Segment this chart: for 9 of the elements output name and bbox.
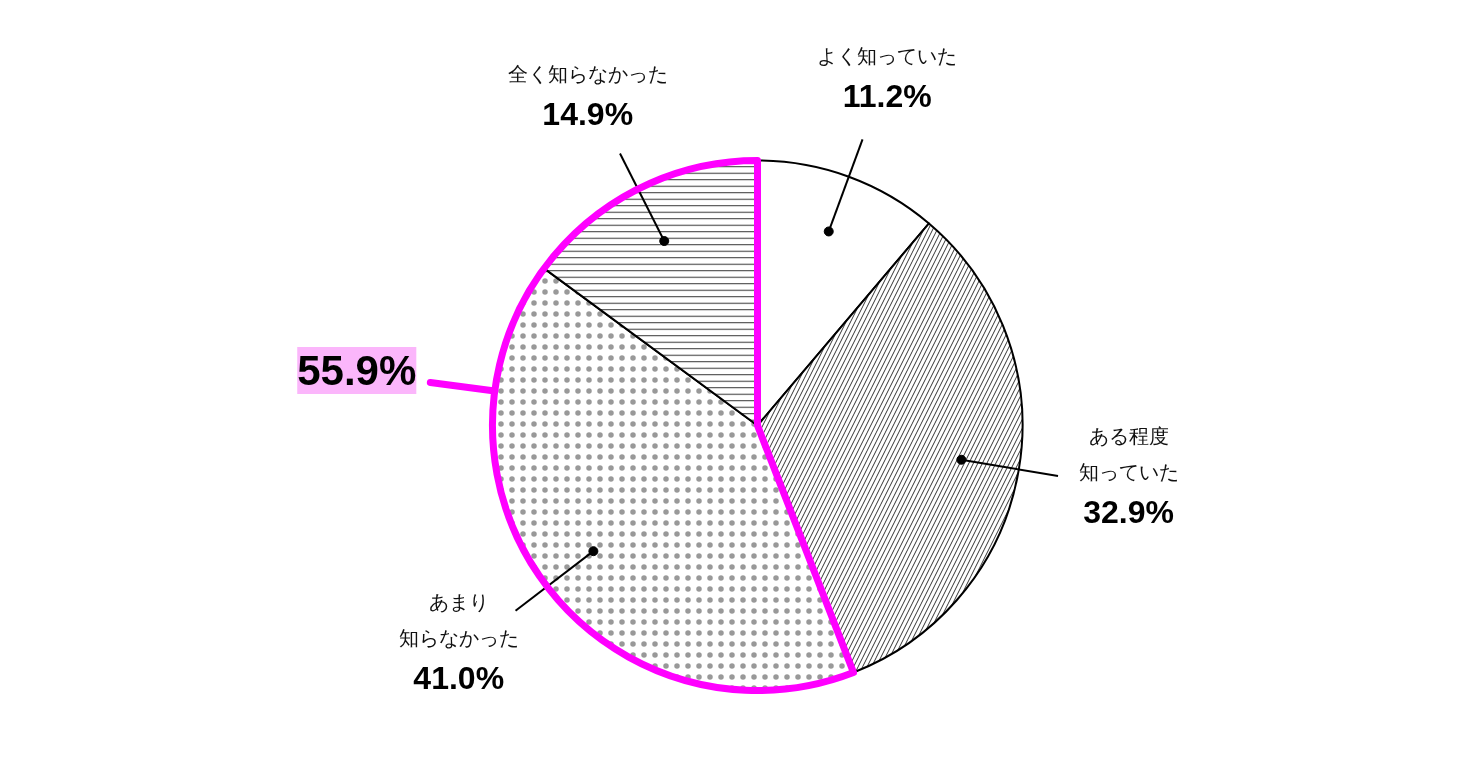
slice-label: 全く知らなかった (507, 61, 668, 86)
text: 55.9% (297, 346, 417, 394)
slice-label: ある程度知っていた (1078, 423, 1179, 484)
data-label: 14.9% (542, 95, 634, 132)
slice-label: よく知っていた (817, 44, 958, 69)
data-label: 11.2% (842, 78, 932, 115)
data-label: 41.0% (413, 660, 505, 697)
data-label: 32.9% (1083, 493, 1174, 530)
slice-label: あまり知らなかった (398, 590, 519, 651)
